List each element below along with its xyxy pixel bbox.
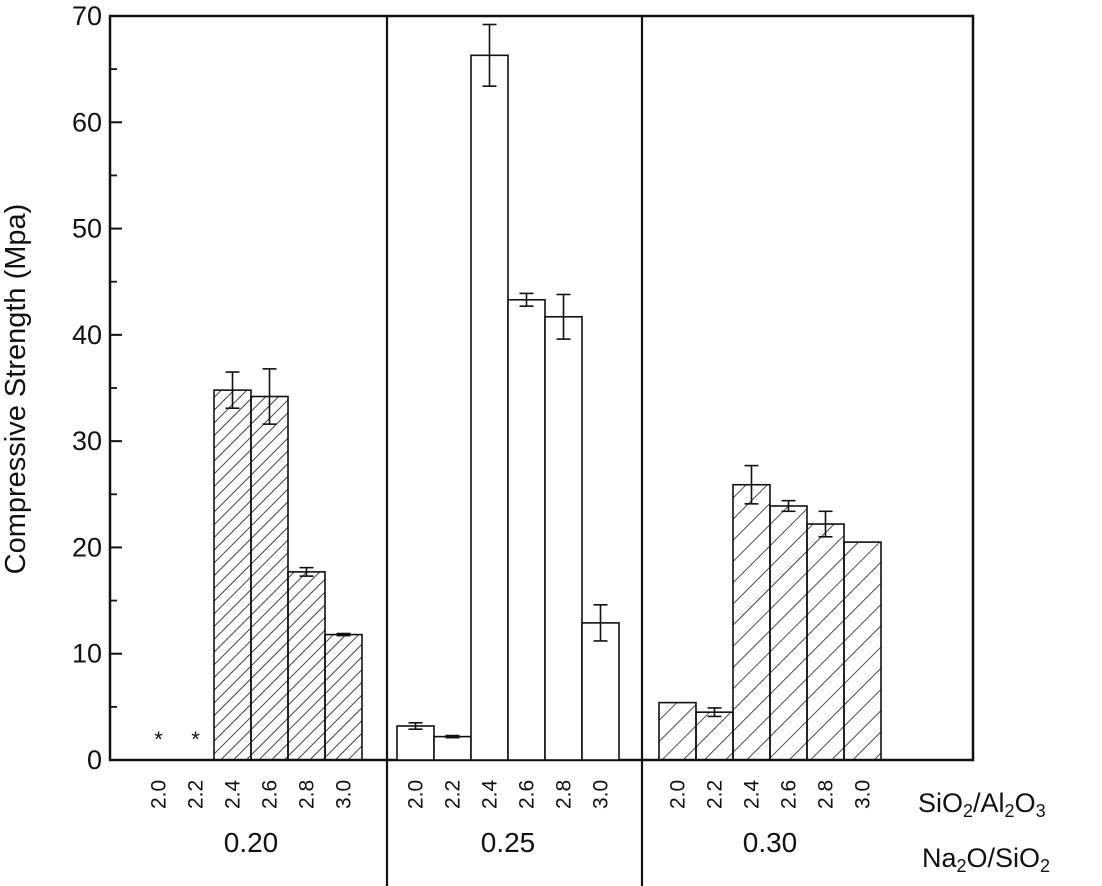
y-tick-label: 50 [72,214,102,244]
bar-0-30-3-0 [843,541,882,761]
bar-0-30-2-2 [695,711,734,761]
y-axis: 0 10 20 30 40 50 60 70 [72,1,122,775]
no-data-marker: * [191,727,200,752]
y-tick-label: 40 [72,320,102,350]
bar-0-25-2-4 [470,54,509,761]
bar-0-20-2-6 [250,395,289,761]
bar-0-25-2-8 [544,315,583,761]
group-label: 0.20 [224,827,279,858]
x-tick-label: 2.8 [296,780,319,809]
error-bar-0-30-2-2 [707,707,722,718]
group-label: 0.25 [481,827,536,858]
x-axis: 2.0 2.2 2.4 2.6 2.8 3.0 0.20 2.0 2.2 2.4 2.6 2.8 3.0… [148,779,875,858]
error-bar-0-20-2-6 [262,368,277,425]
x-tick-label: 2.4 [222,779,245,809]
x-tick-label: 2.4 [741,779,764,809]
group-label: 0.30 [743,827,798,858]
x-tick-label: 2.2 [442,780,465,809]
error-bar-0-25-2-4 [482,23,497,87]
error-bar-0-25-2-2 [445,734,460,739]
x-tick-label: 3.0 [852,780,875,809]
error-bar-0-30-2-4 [744,464,759,505]
error-bar-0-20-3-0 [336,632,351,637]
y-tick-label: 60 [72,107,102,137]
no-data-marker: * [154,727,163,752]
bar-0-25-3-0 [581,622,620,761]
x-tick-label: 2.4 [479,779,502,809]
error-bar-0-25-3-0 [593,604,608,642]
x-axis-label-sio2-al2o3: SiO2/Al2O3 [918,788,1046,821]
bar-0-30-2-0 [658,701,697,761]
bar-0-25-2-2 [433,735,472,761]
error-bar-0-25-2-8 [556,293,571,340]
error-bar-0-25-2-6 [519,292,534,307]
bar-0-20-2-4 [213,389,252,761]
x-axis-label-na2o-sio2: Na2O/SiO2 [922,843,1050,876]
bar-groups: * * [154,23,882,761]
y-tick-label: 0 [87,745,102,775]
x-tick-label: 2.2 [704,780,727,809]
x-tick-label: 2.2 [185,780,208,809]
bar-0-25-2-0 [396,725,435,761]
x-tick-label: 2.6 [259,780,282,809]
x-tick-label: 2.0 [405,780,428,809]
x-tick-label: 3.0 [333,780,356,809]
bar-0-30-2-8 [806,523,845,761]
y-tick-label: 30 [72,426,102,456]
y-tick-label: 70 [72,1,102,31]
error-bar-0-20-2-8 [299,566,314,577]
x-tick-label: 2.6 [778,780,801,809]
group-0-30 [658,464,882,761]
bar-0-30-2-6 [769,505,808,761]
error-bar-0-20-2-4 [225,371,240,409]
bar-0-30-2-4 [732,483,771,761]
x-tick-label: 2.8 [553,780,576,809]
x-tick-label: 2.0 [667,780,690,809]
bar-0-20-3-0 [324,633,363,761]
bar-0-25-2-6 [507,298,546,761]
x-tick-label: 2.8 [815,780,838,809]
x-tick-label: 3.0 [590,780,613,809]
error-bar-0-30-2-6 [781,499,796,513]
bar-0-20-2-8 [287,571,326,761]
group-0-25 [396,23,620,761]
y-axis-label: Compressive Strength (Mpa) [0,204,32,575]
error-bar-0-30-2-8 [818,510,833,538]
error-bar-0-25-2-0 [408,721,423,730]
y-tick-label: 10 [72,639,102,669]
y-tick-label: 20 [72,532,102,562]
x-tick-label: 2.0 [148,780,171,809]
group-0-20: * * [154,368,363,761]
x-tick-label: 2.6 [516,780,539,809]
